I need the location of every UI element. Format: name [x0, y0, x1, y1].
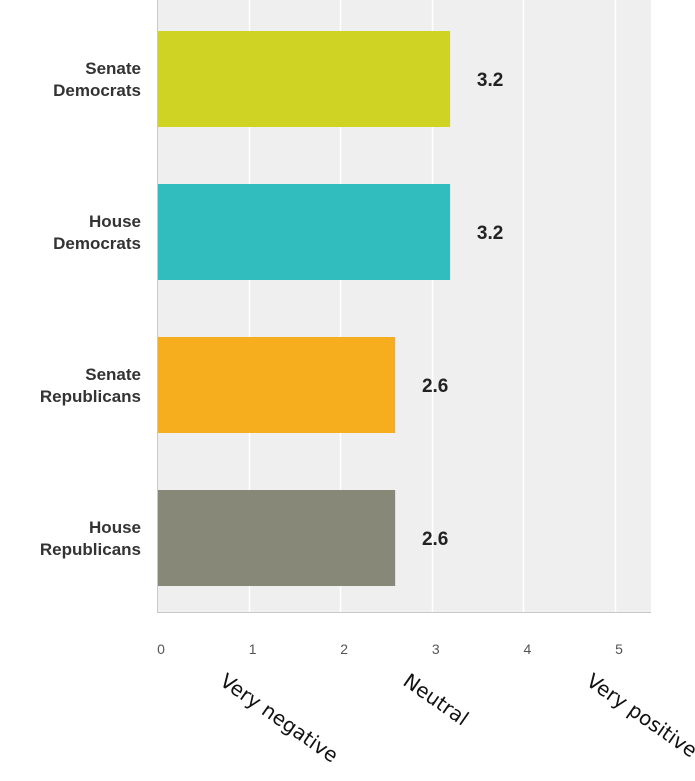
bar [157, 31, 451, 127]
category-label: Senate [85, 59, 141, 78]
category-label: Senate [85, 365, 141, 384]
x-tick-label: 4 [524, 641, 532, 657]
data-label: 3.2 [477, 70, 503, 91]
category-labels: Senate Democrats House Democrats Senate Repub… [40, 59, 141, 559]
x-tick-label: 0 [157, 641, 165, 657]
x-tick-label: 3 [432, 641, 440, 657]
scale-annotation: Neutral [399, 668, 473, 730]
bar [157, 184, 451, 280]
data-label: 2.6 [422, 376, 448, 397]
category-label: Democrats [53, 81, 141, 100]
x-tick-label: 5 [615, 641, 623, 657]
category-label: House [89, 518, 141, 537]
scale-annotation: Very negative [216, 668, 343, 767]
data-label: 3.2 [477, 223, 503, 244]
category-label: House [89, 212, 141, 231]
category-label: Democrats [53, 234, 141, 253]
scale-annotations: Very negative Neutral Very positive [216, 668, 695, 767]
category-label: Republicans [40, 540, 141, 559]
bar [157, 490, 396, 586]
category-label: Republicans [40, 387, 141, 406]
data-labels: 3.2 3.2 2.6 2.6 [422, 70, 503, 550]
x-tick-label: 1 [249, 641, 257, 657]
scale-annotation: Very positive [582, 668, 695, 762]
bar [157, 337, 396, 433]
bars [157, 31, 451, 586]
data-label: 2.6 [422, 529, 448, 550]
x-tick-labels: 0 1 2 3 4 5 [157, 641, 623, 657]
x-tick-label: 2 [340, 641, 348, 657]
